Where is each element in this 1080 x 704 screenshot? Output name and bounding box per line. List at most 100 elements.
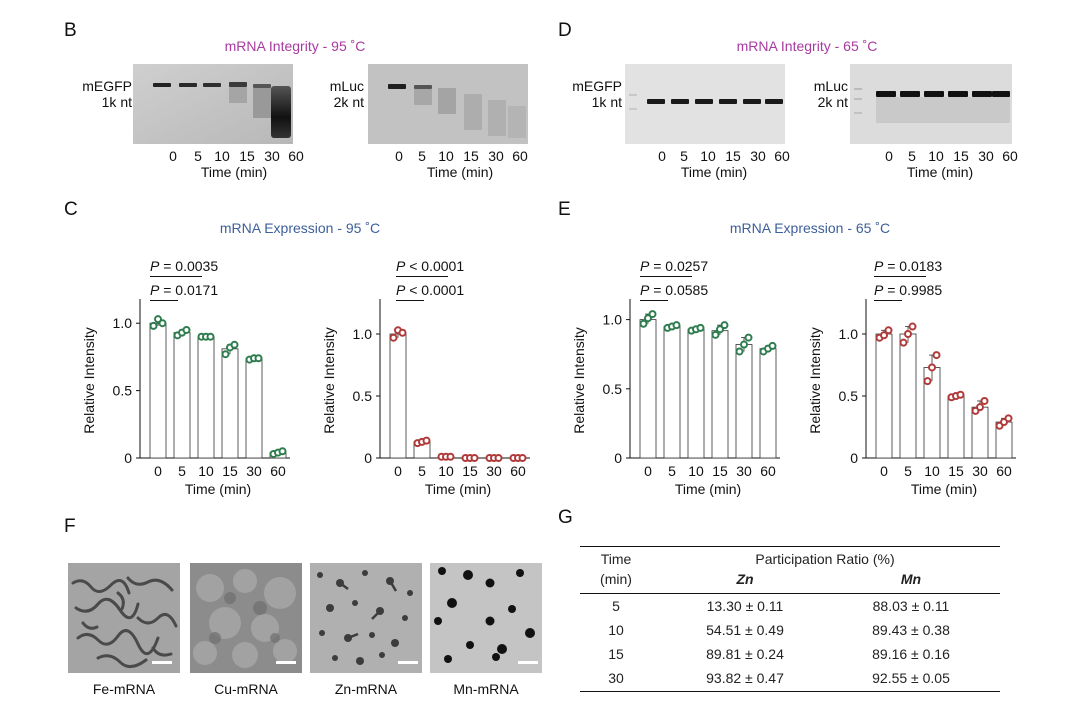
data-point xyxy=(398,328,407,337)
xlabel-d-mEGFP: Time (min) xyxy=(680,164,748,180)
p-value-1-1: P < 0.0001 xyxy=(396,282,464,298)
p-symbol: P xyxy=(640,258,650,274)
table-bottom-rule xyxy=(580,691,1000,692)
data-point xyxy=(221,350,230,359)
expression-95-title: mRNA Expression - 95 ˚C xyxy=(219,220,381,236)
bar-0 xyxy=(149,322,167,459)
y-tick-label: 0.5 xyxy=(839,388,859,404)
p-value-text: = 0.0585 xyxy=(653,282,709,298)
table-cell-mn: 92.55 ± 0.05 xyxy=(872,670,950,686)
data-point xyxy=(720,321,729,330)
em-label-mn: Mn-mRNA xyxy=(453,681,519,697)
x-tick-label: 5 xyxy=(178,463,186,479)
panel-label-f: F xyxy=(64,516,76,537)
table-head-time: Time xyxy=(600,551,632,567)
y-tick-label: 1.0 xyxy=(603,312,623,328)
data-point xyxy=(158,319,167,328)
gel-label-mEGFP: mEGFP 1k nt xyxy=(82,78,132,110)
em-label-cu: Cu-mRNA xyxy=(214,681,278,697)
x-axis-label: Time (min) xyxy=(185,481,251,497)
data-point xyxy=(206,332,215,341)
significance-bar xyxy=(150,276,202,277)
table-top-rule xyxy=(580,546,1000,547)
em-label-zn: Zn-mRNA xyxy=(334,681,398,697)
gel-image-d-mEGFP xyxy=(625,64,785,144)
x-tick-label: 5 xyxy=(418,463,426,479)
p-value-0-0: P = 0.0035 xyxy=(150,258,218,274)
gel-label-mEGFP-d: mEGFP 1k nt xyxy=(572,78,622,110)
data-point xyxy=(923,377,932,386)
data-point xyxy=(880,331,888,340)
y-axis-label: Relative Intensity xyxy=(81,327,97,434)
x-tick-label: 0 xyxy=(154,463,162,479)
p-symbol: P xyxy=(874,258,884,274)
table-cell-t: 10 xyxy=(608,622,624,638)
data-point xyxy=(696,323,705,332)
y-axis-label: Relative Intensity xyxy=(571,327,587,434)
x-tick-label: 0 xyxy=(394,463,402,479)
x-tick-label: 15 xyxy=(222,463,238,479)
bar-5 xyxy=(899,333,917,459)
em-image-zn xyxy=(310,563,422,673)
x-tick-label: 10 xyxy=(198,463,214,479)
table-cell-t: 5 xyxy=(612,598,620,614)
data-point xyxy=(644,314,652,323)
panel-label-c: C xyxy=(64,199,78,220)
data-point xyxy=(230,340,239,349)
data-point xyxy=(1004,414,1013,423)
table-col-mn: Mn xyxy=(900,571,922,587)
data-point xyxy=(908,322,917,331)
lanes-d-mLuc: 0 5 10 15 30 60 xyxy=(885,148,1018,164)
y-tick-label: 0.5 xyxy=(113,383,133,399)
data-point xyxy=(976,403,984,412)
bar-30 xyxy=(245,357,263,459)
panel-label-b: B xyxy=(64,20,77,41)
p-value-0-1: P = 0.0171 xyxy=(150,282,218,298)
table-cell-mn: 89.16 ± 0.16 xyxy=(872,646,950,662)
bar-10 xyxy=(197,336,215,459)
p-value-2-1: P = 0.0585 xyxy=(640,282,708,298)
lanes-b-mLuc: 0 5 10 15 30 60 xyxy=(395,148,528,164)
p-symbol: P xyxy=(640,282,650,298)
x-axis-label: Time (min) xyxy=(675,481,741,497)
table-cell-mn: 89.43 ± 0.38 xyxy=(872,622,950,638)
table-cell-mn: 88.03 ± 0.11 xyxy=(872,598,950,614)
panel-label-d: D xyxy=(558,20,572,41)
x-tick-label: 5 xyxy=(904,463,912,479)
bar-0 xyxy=(639,319,657,459)
table-head-ratio: Participation Ratio (%) xyxy=(755,551,895,567)
data-point xyxy=(716,325,724,334)
y-tick-label: 1.0 xyxy=(839,326,859,342)
p-value-3-1: P = 0.9985 xyxy=(874,282,942,298)
x-tick-label: 0 xyxy=(880,463,888,479)
p-value-text: < 0.0001 xyxy=(409,258,465,274)
p-symbol: P xyxy=(874,282,884,298)
data-point xyxy=(932,351,941,360)
significance-bar xyxy=(640,300,668,301)
x-tick-label: 60 xyxy=(760,463,776,479)
data-point xyxy=(254,354,263,363)
p-symbol: P xyxy=(396,258,406,274)
significance-bar xyxy=(874,300,902,301)
table-cell-zn: 93.82 ± 0.47 xyxy=(706,670,784,686)
lanes-b-mEGFP: 0 5 10 15 30 60 xyxy=(169,148,304,164)
x-tick-label: 30 xyxy=(486,463,502,479)
xlabel-b-mEGFP: Time (min) xyxy=(200,164,268,180)
y-tick-label: 1.0 xyxy=(113,315,133,331)
data-point xyxy=(740,340,748,349)
em-image-mn xyxy=(430,563,542,673)
data-point xyxy=(494,454,503,462)
p-symbol: P xyxy=(150,258,160,274)
p-symbol: P xyxy=(150,282,160,298)
data-point xyxy=(182,325,191,334)
y-tick-label: 0 xyxy=(850,450,858,466)
bar-15 xyxy=(711,330,729,459)
gel-label-mLuc-d: mLuc 2k nt xyxy=(813,78,848,110)
p-symbol: P xyxy=(396,282,406,298)
x-tick-label: 15 xyxy=(948,463,964,479)
x-tick-label: 30 xyxy=(972,463,988,479)
data-point xyxy=(672,321,681,330)
x-tick-label: 0 xyxy=(644,463,652,479)
